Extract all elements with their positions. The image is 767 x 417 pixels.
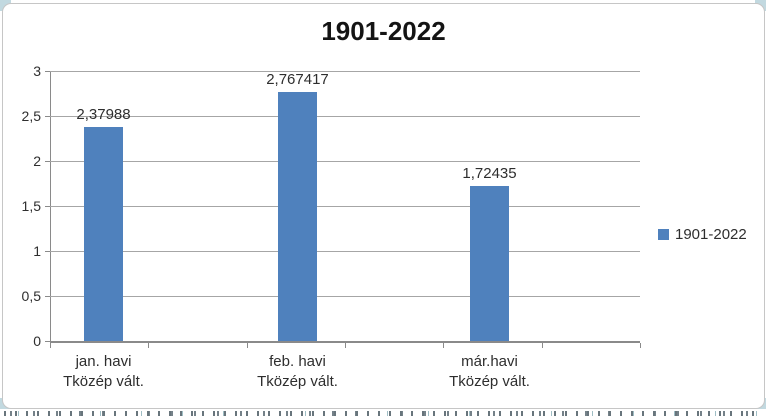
y-axis-tick [45,206,50,207]
category-label-line1: jan. havi [75,353,132,370]
bar [278,91,317,341]
y-axis-label: 0 [33,333,41,349]
spreadsheet-row-clipped [4,411,763,416]
y-axis-tick [45,251,50,252]
y-axis-label: 2 [33,153,41,169]
gridline [50,71,640,72]
chart-title: 1901-2022 [321,16,446,46]
y-axis-label: 0,5 [21,288,41,304]
gridline [50,296,640,297]
bar-value-label: 2,767417 [266,70,329,88]
category-label-line1: már.havi [461,353,518,370]
legend-marker-icon [658,228,669,240]
gridline [50,206,640,207]
y-axis-tick [45,296,50,297]
x-axis-line [50,341,640,343]
x-axis-tick [443,343,445,348]
plot-area: 2,37988 2,767417 1,72435 [45,70,641,348]
category-label-line2: Tközép vált. [257,373,338,390]
bar-value-label: 2,37988 [76,105,131,123]
legend: 1901-2022 [658,225,747,243]
y-axis-tick [45,161,50,162]
category-label: feb. havi Tközép vált. [223,352,373,392]
category-label-line2: Tközép vált. [449,373,530,390]
legend-label: 1901-2022 [675,225,747,243]
chart-area[interactable]: 1901-2022 2,37988 2,767417 1,72435 1901-20… [2,3,765,409]
y-axis-tick [45,116,50,117]
x-axis-tick [50,343,51,348]
y-axis-label: 2,5 [21,108,41,124]
x-axis-tick [541,343,543,348]
y-axis-tick [45,341,50,342]
bar [84,126,123,341]
x-axis-tick [246,343,248,348]
y-axis-tick [45,71,50,72]
gridline [50,161,640,162]
bar-value-label: 1,72435 [462,164,517,182]
y-axis-label: 1 [33,243,41,259]
x-axis-tick [148,343,150,348]
category-label-line1: feb. havi [269,353,326,370]
category-label: már.havi Tközép vált. [415,352,565,392]
category-label: jan. havi Tközép vált. [29,352,179,392]
x-axis-tick [640,343,641,348]
bar [470,185,509,341]
x-axis-tick [345,343,346,348]
gridline [50,251,640,252]
gridline [50,116,640,117]
y-axis-label: 1,5 [21,198,41,214]
category-label-line2: Tközép vált. [63,373,144,390]
y-axis-label: 3 [33,63,41,79]
